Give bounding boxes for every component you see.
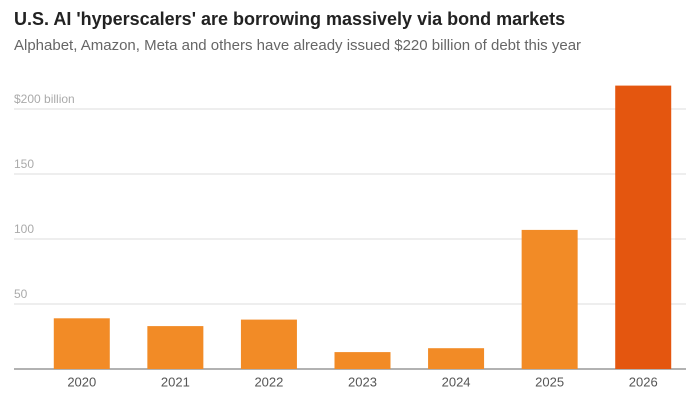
chart-title: U.S. AI 'hyperscalers' are borrowing mas…: [14, 9, 565, 29]
bar: [521, 229, 578, 369]
chart-subtitle: Alphabet, Amazon, Meta and others have a…: [14, 37, 581, 54]
y-tick-label: $200 billion: [14, 92, 75, 106]
y-tick-label: 50: [14, 287, 28, 301]
x-tick-label: 2023: [348, 374, 377, 389]
y-tick-label: 100: [14, 222, 34, 236]
x-tick-label: 2022: [254, 374, 283, 389]
bar: [428, 348, 485, 369]
bar: [334, 352, 391, 369]
bar: [53, 318, 110, 369]
x-tick-label: 2021: [161, 374, 190, 389]
y-tick-label: 150: [14, 157, 34, 171]
x-tick-label: 2024: [442, 374, 471, 389]
x-tick-label: 2025: [535, 374, 564, 389]
x-tick-label: 2020: [67, 374, 96, 389]
x-tick-label: 2026: [629, 374, 658, 389]
bar: [240, 319, 297, 369]
bar: [615, 85, 672, 369]
bar: [147, 326, 204, 369]
